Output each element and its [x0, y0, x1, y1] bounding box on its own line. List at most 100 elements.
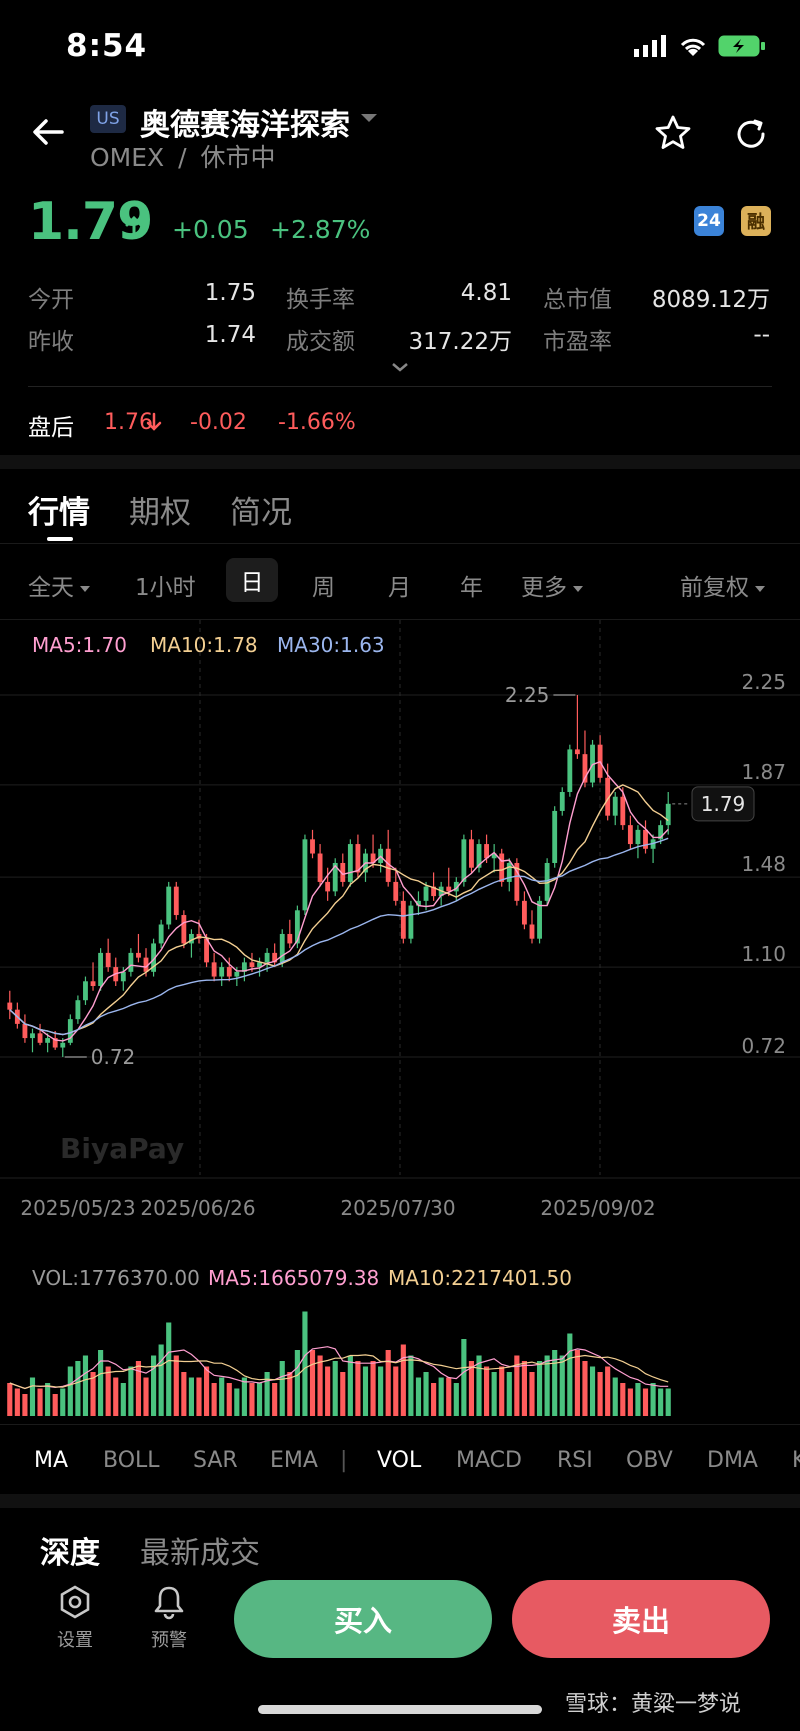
volume-bar — [597, 1372, 603, 1416]
candle-body — [60, 1042, 66, 1048]
tab-profile[interactable]: 简况 — [230, 495, 292, 531]
stat-pe-value: -- — [753, 322, 770, 348]
stock-title[interactable]: 奥德赛海洋探索 — [140, 108, 350, 143]
expand-chevron-icon[interactable] — [391, 362, 409, 372]
candle-body — [559, 792, 565, 811]
x-tick-label: 2025/05/23 — [20, 1196, 135, 1220]
footer-watermark: 雪球：黄粱一梦说 — [565, 1692, 742, 1717]
adjust-select[interactable]: 前复权 — [680, 568, 766, 602]
indicator-obv[interactable]: OBV — [626, 1448, 673, 1473]
volume-bar — [521, 1361, 527, 1416]
candle-body — [90, 981, 96, 987]
candle-body — [453, 881, 459, 892]
refresh-icon[interactable] — [734, 117, 768, 151]
candle-body — [83, 981, 88, 1001]
period-year[interactable]: 年 — [460, 575, 483, 601]
period-more[interactable]: 更多 — [521, 568, 584, 602]
tab-options[interactable]: 期权 — [129, 495, 191, 531]
indicator-k[interactable]: K — [792, 1448, 800, 1473]
volume-bar — [279, 1361, 285, 1416]
indicator-sar[interactable]: SAR — [193, 1448, 238, 1473]
candle-body — [325, 881, 331, 892]
indicator-rsi[interactable]: RSI — [557, 1448, 593, 1473]
candle-body — [120, 971, 126, 982]
candle-body — [219, 967, 225, 977]
volume-bar — [446, 1377, 452, 1416]
tab-latest-trades[interactable]: 最新成交 — [140, 1536, 260, 1571]
volume-bar — [589, 1366, 596, 1416]
period-all-day[interactable]: 全天 — [28, 568, 91, 602]
volume-bar — [484, 1366, 490, 1416]
period-week[interactable]: 周 — [312, 575, 335, 601]
volume-bar — [317, 1355, 323, 1416]
sell-button[interactable]: 卖出 — [512, 1580, 770, 1658]
candle-body — [98, 952, 104, 987]
ma30-line — [9, 837, 669, 1036]
candle-body — [658, 825, 664, 840]
volume-bar — [370, 1361, 376, 1416]
tab-market[interactable]: 行情 — [28, 495, 90, 531]
star-icon[interactable] — [654, 115, 692, 151]
period-1h[interactable]: 1小时 — [135, 575, 196, 601]
ma10-legend: MA10:1.78 — [150, 633, 258, 657]
tab-depth[interactable]: 深度 — [40, 1536, 100, 1571]
volume-chart[interactable] — [0, 1290, 800, 1420]
candle-body — [136, 952, 141, 958]
after-hours-price: 1.76 — [104, 410, 153, 435]
candle-body — [105, 952, 111, 968]
indicator-macd[interactable]: MACD — [456, 1448, 522, 1473]
indicator-ma[interactable]: MA — [34, 1448, 69, 1473]
candle-body — [340, 862, 346, 882]
y-tick-label: 0.72 — [741, 1034, 786, 1058]
indicator-boll[interactable]: BOLL — [103, 1448, 160, 1473]
candle-body — [249, 962, 255, 968]
period-month[interactable]: 月 — [388, 575, 411, 601]
margin-badge[interactable]: 融 — [741, 206, 771, 236]
candle-body — [521, 900, 527, 925]
volume-bar — [325, 1366, 331, 1416]
volume-bar — [294, 1350, 300, 1416]
candle-body — [287, 933, 293, 944]
volume-bar — [665, 1388, 671, 1416]
volume-bar — [90, 1372, 96, 1416]
candle-body — [491, 853, 497, 859]
low-label: 0.72 — [91, 1045, 136, 1069]
volume-bar — [203, 1366, 210, 1416]
24h-trading-badge[interactable]: 24 — [694, 206, 724, 236]
period-day[interactable]: 日 — [226, 558, 278, 602]
indicator-ema[interactable]: EMA — [270, 1448, 318, 1473]
indicator-dma[interactable]: DMA — [707, 1448, 758, 1473]
candle-body — [67, 1019, 73, 1043]
volume-bar — [362, 1366, 369, 1416]
biyapay-watermark: BiyaPay — [60, 1132, 184, 1165]
section-gap — [0, 455, 800, 469]
candle-body — [620, 796, 626, 826]
candle-body — [264, 952, 270, 963]
volume-bar — [453, 1383, 459, 1416]
volume-bar — [491, 1372, 497, 1416]
back-arrow-icon[interactable] — [28, 112, 68, 152]
ma10-line — [9, 784, 669, 1036]
high-label: 2.25 — [505, 683, 550, 707]
volume-bar — [559, 1355, 565, 1416]
home-indicator[interactable] — [258, 1705, 542, 1714]
tab-underline — [47, 537, 73, 541]
caret-down-icon[interactable] — [360, 112, 378, 124]
candle-body — [173, 886, 179, 916]
volume-bar — [120, 1383, 126, 1416]
candle-body — [476, 844, 482, 868]
volume-bar — [272, 1383, 278, 1416]
vol-legend: VOL:1776370.00 — [32, 1266, 200, 1290]
indicator-vol[interactable]: VOL — [377, 1448, 422, 1473]
ticker-symbol: OMEX — [90, 143, 165, 172]
settings-icon — [60, 1585, 90, 1619]
candle-body — [75, 1000, 81, 1020]
settings-button[interactable]: 设置 — [40, 1584, 110, 1652]
status-time: 8:54 — [66, 28, 148, 64]
after-hours-change-pct: -1.66% — [278, 410, 356, 435]
y-tick-label: 1.10 — [741, 942, 786, 966]
alert-button[interactable]: 预警 — [134, 1584, 204, 1652]
stat-amount-value: 317.22万 — [408, 329, 512, 355]
buy-button[interactable]: 买入 — [234, 1580, 492, 1658]
